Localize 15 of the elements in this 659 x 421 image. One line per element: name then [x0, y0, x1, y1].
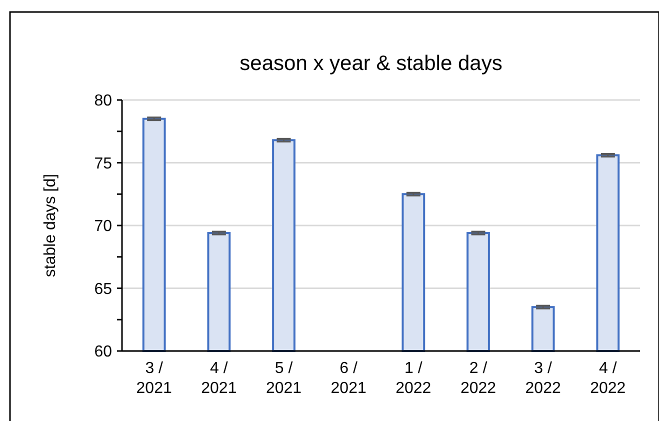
x-tick-label: 3 / 2022: [525, 360, 561, 397]
x-tick-label: 4 / 2022: [590, 360, 626, 397]
y-axis-title: stable days [d]: [42, 174, 59, 278]
x-tick-label: 3 / 2021: [136, 360, 172, 397]
x-tick-label: 4 / 2021: [201, 360, 237, 397]
y-tick-label: 75: [94, 155, 112, 172]
x-tick-label: 2 / 2022: [460, 360, 496, 397]
chart-title: season x year & stable days: [240, 52, 502, 75]
y-tick-label: 60: [94, 344, 112, 361]
y-tick-label: 70: [94, 218, 112, 236]
y-tick-label: 80: [94, 92, 112, 110]
x-tick-label: 1 / 2022: [396, 360, 432, 397]
x-tick-label: 6 / 2021: [330, 360, 366, 397]
y-tick-label: 65: [94, 280, 112, 298]
x-tick-label: 5 / 2021: [266, 360, 302, 397]
